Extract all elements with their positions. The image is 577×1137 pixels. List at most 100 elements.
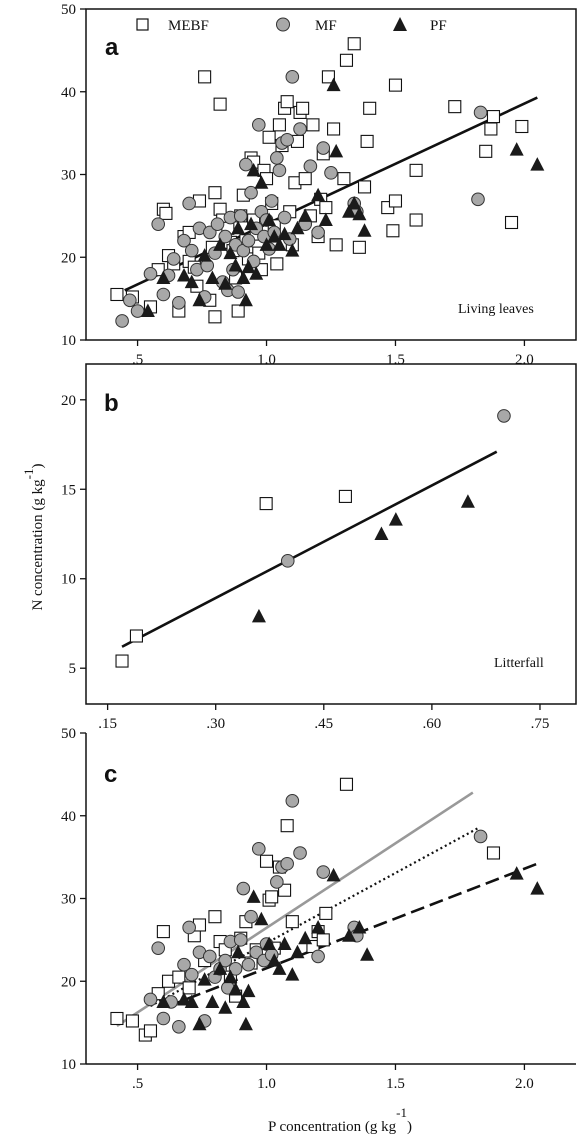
panel-c-point-mebf: [285, 915, 299, 929]
panel-b-y-tick-label: 15: [61, 482, 76, 498]
panel-c-point-pf: [267, 953, 282, 967]
x-axis-title: P concentration (g kg-1): [268, 1105, 412, 1135]
panel-c-y-tick-label: 20: [61, 974, 76, 990]
panel-a-point-mebf: [515, 119, 529, 134]
panel-c-point-pf: [246, 889, 261, 903]
panel-c-point-mf: [218, 953, 233, 968]
panel-a-point-pf: [244, 216, 259, 231]
panel-a-point-pf: [267, 229, 282, 243]
panel-c-point-pf: [231, 944, 246, 959]
panel-a-point-mebf: [486, 110, 501, 124]
panel-b-point-mebf: [115, 654, 129, 668]
panel-c-point-mebf: [143, 1024, 158, 1038]
panel-a-point-mebf: [363, 101, 377, 115]
panel-c-point-mebf: [182, 981, 196, 995]
panel-b-point-pf: [251, 608, 266, 623]
panel-a-point-mebf: [352, 240, 366, 254]
panel-a-y-tick-label: 40: [61, 85, 76, 101]
panel-c-point-pf: [298, 930, 313, 945]
panel-b-regression: [121, 450, 498, 648]
panel-a-letter: a: [105, 34, 119, 61]
x-axis-title-text: P concentration (g kg: [268, 1119, 397, 1135]
panel-c-regression-solid: [116, 791, 474, 1028]
panel-a-point-mebf: [231, 304, 245, 318]
panel-a-point-mf: [277, 210, 292, 225]
panel-a-point-mebf: [319, 201, 333, 215]
panel-c-point-pf: [241, 983, 256, 998]
panel-a-point-pf: [530, 157, 545, 171]
panel-a-point-pf: [509, 142, 524, 156]
panel-a-point-pf: [357, 223, 372, 237]
panel-a-point-mebf: [484, 122, 498, 136]
panel-c-point-mf: [151, 941, 166, 955]
panel-a-point-mf: [218, 229, 233, 244]
panel-c-point-mf: [241, 957, 256, 972]
svg-text:N concentration (g kg-1): N concentration (g kg-1): [21, 463, 46, 610]
panel-b-point-mebf: [129, 629, 143, 643]
panel-c-point-mf: [270, 875, 284, 889]
panel-b-point-mf: [497, 409, 511, 423]
panel-a-point-mebf: [448, 100, 462, 114]
panel-a-point-mf: [244, 185, 258, 200]
panel-c-point-pf: [342, 928, 357, 942]
panel-a-point-mf: [324, 166, 338, 180]
panel-a-point-mebf: [272, 118, 286, 132]
panel-a-point-mf: [166, 252, 181, 266]
panel-c-point-pf: [360, 947, 375, 961]
panel-c-y-tick-label: 10: [61, 1057, 76, 1073]
panel-a-point-mf: [241, 233, 256, 248]
panel-c-point-pf: [184, 994, 199, 1008]
panel-a-point-mebf: [270, 257, 284, 271]
panel-c-point-mf: [143, 992, 158, 1007]
panel-a-point-pf: [326, 77, 341, 92]
panel-a-point-mf: [239, 157, 253, 172]
panel-c-point-pf: [285, 967, 300, 981]
panel-c-point-pf: [262, 936, 277, 951]
panel-a-point-pf: [228, 258, 243, 272]
panel-a-point-mf: [210, 217, 225, 231]
panel-a-point-mf: [471, 192, 485, 207]
panel-b-x-tick-label: .30: [206, 716, 225, 732]
panel-a-point-mebf: [321, 70, 335, 84]
panel-b-annotation: Litterfall: [494, 656, 544, 671]
panel-a-point-pf: [285, 243, 300, 257]
panel-a-point-mf: [156, 287, 171, 302]
panel-a-point-mf: [272, 163, 287, 178]
panel-c-point-mebf: [110, 1011, 124, 1026]
panel-c-point-mf: [280, 856, 294, 871]
panel-c-point-pf: [509, 866, 524, 880]
panel-a-point-pf: [298, 208, 313, 222]
panel-a-point-pf: [218, 276, 233, 290]
panel-c-point-pf: [311, 919, 326, 934]
panel-a-point-mebf: [479, 144, 493, 158]
panel-a-point-mf: [184, 243, 199, 258]
panel-a-point-mebf: [262, 130, 276, 144]
panel-a-point-mebf: [159, 206, 173, 220]
panel-a-y-tick-label: 50: [61, 2, 76, 18]
panel-c-point-pf: [236, 994, 251, 1008]
panel-a-points: [110, 37, 545, 328]
panel-c-point-mebf: [125, 1014, 139, 1028]
panel-c-point-mf: [316, 865, 331, 879]
panel-b-y-tick-label: 10: [61, 572, 76, 588]
panel-c-point-mebf: [172, 970, 186, 984]
panel-c-point-pf: [205, 994, 220, 1008]
panel-a-point-mebf: [327, 122, 341, 136]
panel-c-y-tick-label: 30: [61, 892, 76, 908]
panel-a-point-mebf: [339, 53, 354, 67]
panel-a-point-mebf: [213, 97, 227, 111]
panel-a-point-mebf: [110, 287, 124, 302]
panel-c-point-mf: [172, 1019, 186, 1034]
panel-c-regression-dotted: [149, 827, 479, 1008]
y-axis-title-text: N concentration (g kg: [30, 479, 46, 611]
panel-a-point-mebf: [357, 180, 372, 194]
panel-a: 10 20 30 40 50 .5 1.0 1.5 2.0 a Living leaves ME…: [61, 2, 577, 368]
panel-a-point-pf: [272, 237, 287, 251]
panel-a-point-mebf: [280, 95, 294, 109]
panel-a-point-mebf: [337, 172, 351, 186]
panel-a-point-pf: [290, 220, 305, 235]
panel-b-y-tick-label: 20: [61, 393, 76, 409]
x-axis-title-close: ): [407, 1119, 412, 1135]
panel-a-point-mf: [316, 141, 331, 155]
panel-c-x-tick-label: 2.0: [515, 1076, 534, 1092]
